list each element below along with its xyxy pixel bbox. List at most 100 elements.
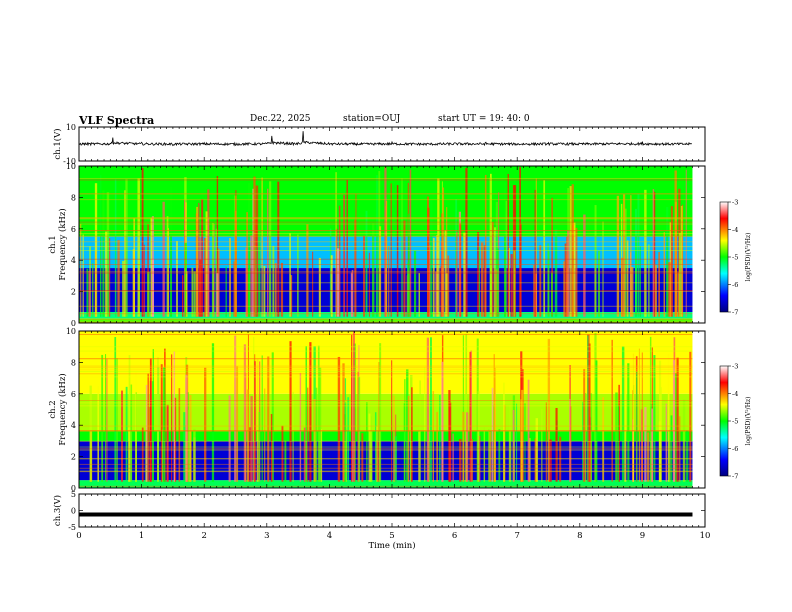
spectrogram-burst [635,224,638,317]
spectrogram-burst [114,337,117,482]
spectrogram-burst [507,173,509,317]
spectrogram-line [79,470,693,472]
colorbar-tick-label-1-3: -6 [732,281,738,289]
spectrogram-burst [663,232,665,317]
spectrogram-burst [650,408,654,482]
spectrogram-burst [150,217,153,317]
spectrogram-burst [346,179,348,317]
spectrogram-burst [312,251,314,317]
spectrogram-burst [124,190,126,317]
spectrogram-burst [204,237,207,317]
panel-frame-4 [78,493,706,528]
plot-title: VLF Spectra [79,114,155,127]
spectrogram-burst [350,272,353,317]
spectrogram-line [79,449,693,451]
x-tick-label-2: 2 [201,531,206,541]
spectrogram-burst [575,227,578,317]
spectrogram-burst [249,427,251,482]
colorbar-tick-label-1-4: -7 [732,309,738,317]
spectrogram-burst [271,352,274,482]
spectrogram-line [79,313,693,315]
spectrogram-burst [587,335,589,482]
y-tick-label-3-4: 8 [71,358,76,367]
spectrogram-burst [193,428,196,482]
spectrogram-burst [299,372,302,482]
spectrogram-burst [670,206,673,317]
spectrogram-burst [668,429,671,482]
spectrogram-burst [105,354,107,482]
spectrogram-burst [186,271,188,317]
y-axis-label-line: Frequency (kHz) [57,373,68,445]
colorbar-tick-label-1-1: -4 [732,226,738,234]
spectrogram-burst [437,178,440,317]
spectrogram-burst [510,254,513,317]
spectrogram-burst [337,356,341,482]
spectrogram-band-0 [79,480,693,488]
spectrogram-burst [166,216,169,317]
spectrogram-burst [630,195,632,317]
spectrogram-burst [658,252,660,317]
spectrogram-burst [181,275,184,317]
colorbar-label-2: log(PSD)(V²/Hz) [745,397,752,446]
spectrogram-burst [491,222,494,317]
spectrogram-burst [429,245,431,317]
spectrogram-burst [426,337,429,482]
spectrogram-line [79,290,693,291]
spectrogram-burst [539,245,542,317]
ch1-waveform-line [78,131,693,147]
spectrogram-line [79,446,693,448]
spectrogram-burst [191,267,194,317]
y-axis-label-line: ch.2 [48,400,58,418]
spectrogram-burst [368,413,371,482]
y-axis-label-line: ch.3(V) [52,495,63,526]
spectrogram-burst [436,235,439,317]
spectrogram-line [79,258,693,260]
spectrogram-burst [447,255,450,317]
spectrogram-burst [653,355,656,482]
spectrogram-burst [407,262,409,317]
spectrogram-burst [193,271,196,317]
spectrogram-burst [277,181,280,317]
spectrogram-burst [114,179,117,317]
y-axis-label-line: ch.1(V) [52,128,63,159]
spectrogram-burst [521,389,524,482]
spectrogram-burst [626,240,629,317]
x-tick-label-6: 6 [452,531,457,541]
spectrogram-burst [478,246,480,317]
x-tick-label-7: 7 [514,531,519,541]
spectrogram-burst [354,219,356,317]
spectrogram-burst [483,427,486,482]
spectrogram-burst [125,179,128,317]
spectrogram-empty [692,166,705,323]
spectrogram-burst [682,399,686,482]
colorbar-label-text: log(PSD)(V²/Hz) [745,233,752,282]
spectrogram-burst [637,194,640,317]
spectrogram-burst [160,364,163,482]
spectrogram-burst [303,427,306,482]
spectrogram-burst [188,409,191,482]
spectrogram-burst [406,275,408,317]
spectrogram-burst [644,189,647,317]
spectrogram-burst [615,392,618,482]
y-tick-label-2-3: 6 [71,225,76,234]
spectrogram-line [79,467,693,469]
spectrogram-line [79,264,693,265]
spectrogram-burst [198,202,200,317]
spectrogram-burst [432,237,435,317]
spectrogram-burst [649,336,652,482]
y-tick-label-4-1: 0 [71,507,76,516]
spectrogram-burst [448,402,452,482]
spectrogram-line [79,458,693,460]
spectrogram-burst [250,396,253,482]
spectrogram-burst [493,354,495,482]
spectrogram-burst [253,336,255,482]
y-axis-label-line: Frequency (kHz) [57,208,68,280]
y-axis-label-3: ch.2 Frequency (kHz) [48,373,68,445]
colorbar-tick-label-2-1: -4 [732,390,738,398]
spectrogram-burst [488,429,490,482]
spectrogram-burst [199,259,202,317]
spectrogram-burst [309,342,312,482]
x-tick-label-8: 8 [577,531,582,541]
spectrogram-line [79,221,693,223]
spectrogram-burst [176,240,178,317]
